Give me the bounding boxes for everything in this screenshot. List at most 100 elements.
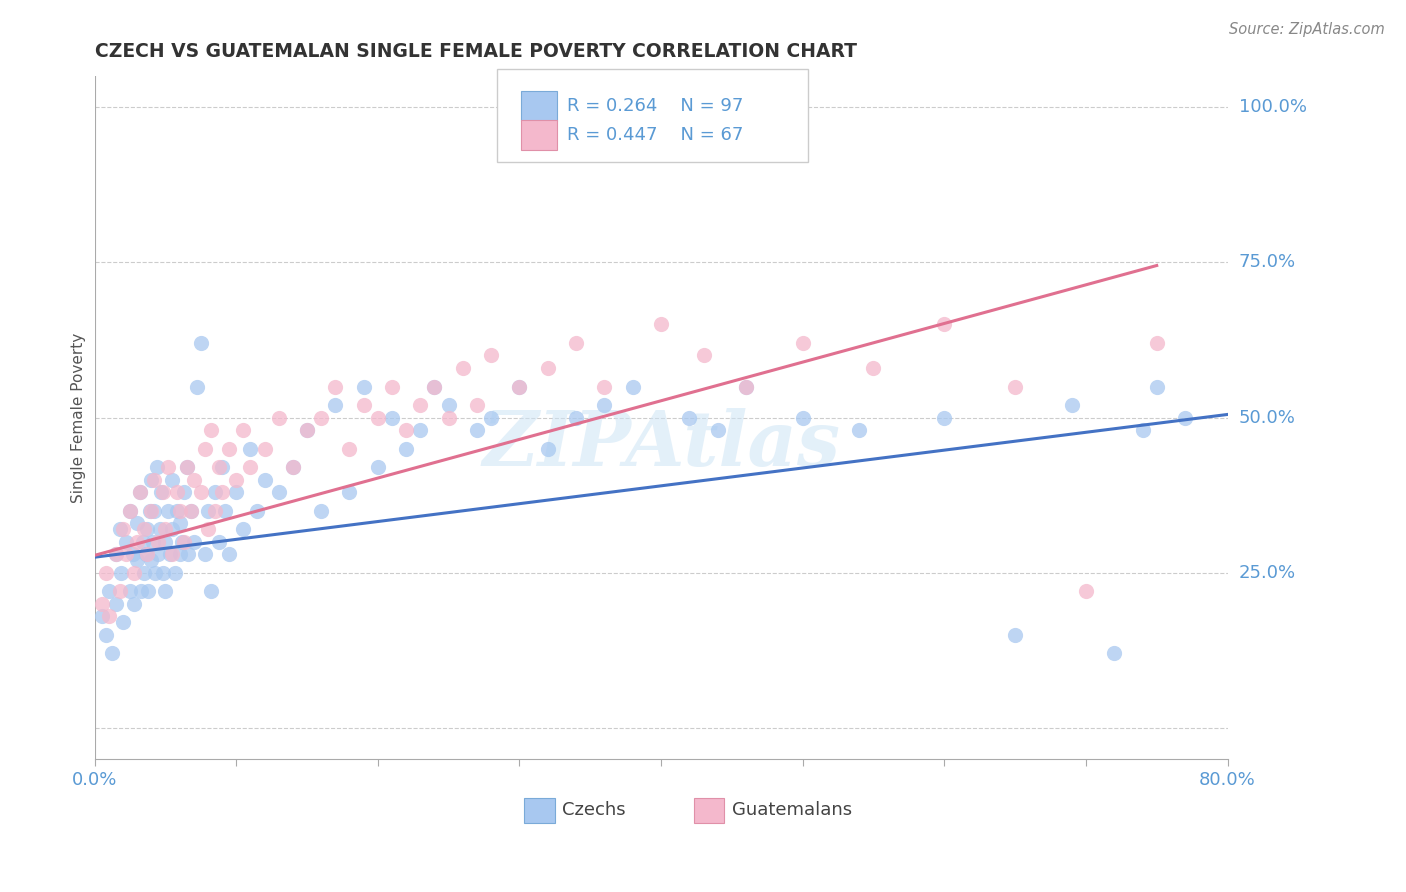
Point	[155, 534, 177, 549]
Point	[94, 566, 117, 580]
Point	[232, 423, 254, 437]
Point	[125, 516, 148, 530]
Point	[281, 460, 304, 475]
Text: 75.0%: 75.0%	[1239, 253, 1296, 271]
Point	[208, 460, 231, 475]
Text: ZIPAtlas: ZIPAtlas	[482, 408, 839, 482]
Point	[104, 547, 127, 561]
Point	[136, 547, 159, 561]
Point	[190, 336, 212, 351]
Point	[197, 503, 219, 517]
Text: 50.0%: 50.0%	[1239, 409, 1295, 426]
Point	[141, 473, 163, 487]
Text: R = 0.264    N = 97: R = 0.264 N = 97	[567, 96, 744, 114]
Point	[122, 597, 145, 611]
Point	[1132, 423, 1154, 437]
Point	[90, 597, 112, 611]
Point	[145, 566, 167, 580]
Point	[218, 547, 240, 561]
Point	[479, 349, 502, 363]
Point	[108, 522, 131, 536]
Point	[138, 584, 160, 599]
Point	[141, 503, 163, 517]
Point	[267, 485, 290, 500]
Point	[451, 360, 474, 375]
Point	[862, 360, 884, 375]
Text: 100.0%: 100.0%	[1239, 98, 1306, 116]
Point	[735, 379, 758, 393]
Point	[162, 473, 184, 487]
Point	[155, 522, 177, 536]
Point	[136, 522, 159, 536]
Point	[1174, 410, 1197, 425]
Point	[132, 534, 155, 549]
Point	[108, 584, 131, 599]
Point	[152, 485, 174, 500]
Point	[792, 410, 814, 425]
Point	[141, 553, 163, 567]
Point	[437, 398, 460, 412]
Point	[169, 547, 191, 561]
Text: CZECH VS GUATEMALAN SINGLE FEMALE POVERTY CORRELATION CHART: CZECH VS GUATEMALAN SINGLE FEMALE POVERT…	[94, 42, 856, 61]
Point	[1004, 379, 1026, 393]
Text: Source: ZipAtlas.com: Source: ZipAtlas.com	[1229, 22, 1385, 37]
Point	[121, 547, 143, 561]
Point	[339, 485, 361, 500]
Point	[395, 423, 418, 437]
FancyBboxPatch shape	[520, 120, 557, 151]
Point	[465, 398, 488, 412]
Point	[246, 503, 269, 517]
Point	[381, 410, 404, 425]
Text: R = 0.447    N = 67: R = 0.447 N = 67	[567, 127, 744, 145]
Point	[97, 609, 120, 624]
Point	[110, 566, 132, 580]
Point	[437, 410, 460, 425]
Point	[118, 503, 141, 517]
Text: 25.0%: 25.0%	[1239, 564, 1296, 582]
Point	[118, 503, 141, 517]
Point	[173, 485, 195, 500]
Point	[381, 379, 404, 393]
Point	[150, 485, 173, 500]
Point	[323, 398, 346, 412]
Point	[323, 379, 346, 393]
Point	[208, 534, 231, 549]
Point	[134, 522, 156, 536]
Point	[180, 503, 202, 517]
Point	[1146, 336, 1168, 351]
Point	[166, 485, 188, 500]
Point	[409, 398, 432, 412]
FancyBboxPatch shape	[524, 797, 554, 823]
Point	[1060, 398, 1083, 412]
Point	[934, 410, 956, 425]
Point	[128, 485, 150, 500]
Point	[194, 442, 217, 456]
Point	[309, 410, 332, 425]
Point	[131, 584, 153, 599]
Point	[148, 547, 170, 561]
Point	[148, 534, 170, 549]
Point	[125, 553, 148, 567]
Point	[169, 503, 191, 517]
Point	[165, 566, 187, 580]
Point	[159, 547, 181, 561]
Point	[197, 522, 219, 536]
Point	[593, 398, 616, 412]
Point	[125, 534, 148, 549]
Point	[565, 336, 588, 351]
Point	[166, 503, 188, 517]
Point	[650, 318, 672, 332]
Point	[204, 485, 226, 500]
FancyBboxPatch shape	[695, 797, 724, 823]
Point	[295, 423, 318, 437]
Point	[253, 442, 276, 456]
FancyBboxPatch shape	[496, 70, 808, 161]
Point	[309, 503, 332, 517]
Point	[94, 628, 117, 642]
Point	[176, 460, 198, 475]
Point	[143, 503, 166, 517]
Point	[339, 442, 361, 456]
Point	[735, 379, 758, 393]
Point	[183, 473, 205, 487]
Point	[122, 566, 145, 580]
